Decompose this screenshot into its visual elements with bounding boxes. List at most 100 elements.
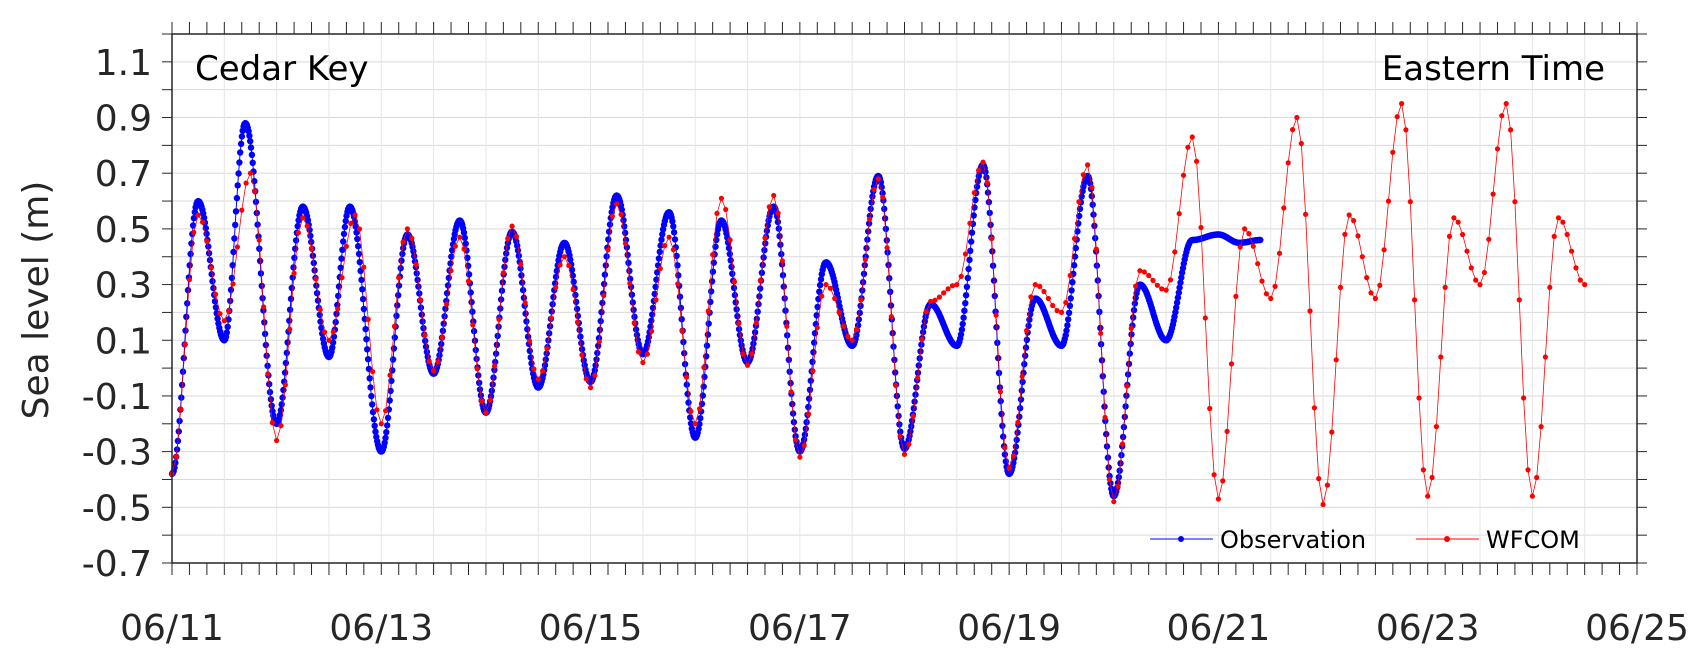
data-point-wfcom: [814, 325, 820, 331]
data-point-wfcom: [819, 293, 825, 299]
data-point-observation: [658, 236, 665, 243]
data-point-observation: [399, 250, 406, 258]
plot-frame: [171, 33, 1638, 564]
data-point-observation: [701, 373, 708, 381]
y-tick-label: -0.7: [82, 544, 152, 585]
data-point-wfcom: [457, 234, 463, 240]
data-point-observation: [669, 218, 676, 225]
data-point-observation: [736, 331, 744, 339]
data-point-wfcom: [701, 364, 707, 370]
data-point-wfcom: [1228, 361, 1235, 367]
data-point-observation: [340, 230, 348, 238]
data-point-observation: [573, 298, 580, 306]
legend-observation-marker: [1178, 536, 1184, 542]
data-point-wfcom: [1512, 199, 1518, 205]
data-point-observation: [1089, 201, 1096, 208]
data-point-wfcom: [1128, 325, 1134, 331]
data-point-observation: [653, 276, 660, 283]
data-point-wfcom: [644, 351, 650, 357]
data-point-observation: [594, 349, 601, 357]
data-point-wfcom: [1263, 291, 1269, 297]
data-point-observation: [777, 241, 784, 248]
legend-wfcom-label: WFCOM: [1486, 526, 1580, 554]
data-point-observation: [882, 225, 890, 233]
data-point-observation: [384, 422, 391, 429]
data-point-observation: [881, 215, 889, 222]
data-point-wfcom: [618, 211, 624, 218]
data-point-observation: [801, 431, 809, 438]
data-point-wfcom: [1324, 482, 1330, 488]
y-tick-label: 1.1: [95, 43, 152, 84]
data-point-wfcom: [343, 243, 349, 249]
data-point-wfcom: [370, 369, 376, 375]
data-point-wfcom: [335, 306, 341, 312]
data-point-wfcom: [282, 382, 288, 388]
data-point-observation: [601, 271, 609, 278]
data-point-wfcom: [749, 351, 755, 357]
data-point-observation: [368, 392, 375, 400]
data-point-wfcom: [1019, 373, 1025, 380]
data-point-wfcom: [605, 247, 611, 253]
data-point-wfcom: [474, 366, 480, 372]
data-point-wfcom: [1303, 211, 1309, 217]
data-point-observation: [527, 354, 534, 361]
data-point-observation: [364, 346, 371, 353]
data-point-wfcom: [962, 251, 969, 257]
data-point-wfcom: [1250, 243, 1256, 249]
data-point-observation: [1068, 287, 1075, 294]
data-point-observation: [332, 318, 339, 326]
data-point-observation: [999, 422, 1006, 429]
data-point-wfcom: [1063, 299, 1069, 306]
data-point-wfcom: [1320, 501, 1326, 508]
data-point-observation: [630, 306, 637, 313]
data-point-observation: [1176, 284, 1183, 291]
data-point-wfcom: [901, 451, 908, 457]
data-point-observation: [363, 336, 370, 343]
data-point-wfcom: [356, 226, 363, 232]
data-point-observation: [441, 313, 448, 320]
data-point-observation: [290, 264, 297, 271]
data-point-wfcom: [1573, 265, 1579, 271]
data-point-wfcom: [1569, 248, 1575, 254]
data-point-observation: [526, 347, 533, 355]
data-point-observation: [1016, 413, 1023, 420]
data-point-observation: [775, 225, 782, 232]
data-point-observation: [184, 286, 192, 294]
data-point-wfcom: [1494, 146, 1501, 152]
data-point-observation: [1174, 294, 1182, 301]
data-point-observation: [1088, 192, 1096, 200]
data-point-observation: [671, 236, 679, 243]
data-point-observation: [359, 295, 367, 303]
data-point-wfcom: [492, 363, 498, 369]
data-point-observation: [816, 288, 823, 295]
data-point-observation: [314, 297, 322, 304]
data-point-wfcom: [487, 397, 493, 403]
data-point-observation: [814, 303, 821, 311]
data-point-wfcom: [287, 326, 293, 332]
data-point-wfcom: [308, 245, 315, 251]
data-point-observation: [237, 140, 245, 147]
data-point-wfcom: [1412, 297, 1418, 303]
data-point-observation: [696, 420, 703, 428]
data-point-wfcom: [984, 180, 990, 186]
data-point-wfcom: [548, 315, 554, 321]
data-point-observation: [367, 384, 374, 391]
data-point-wfcom: [173, 454, 179, 460]
data-point-observation: [443, 290, 451, 297]
data-point-wfcom: [832, 295, 838, 302]
data-point-wfcom: [465, 278, 472, 284]
data-point-wfcom: [1521, 395, 1527, 401]
data-point-observation: [703, 353, 710, 360]
data-point-wfcom: [522, 300, 528, 306]
data-point-wfcom: [1464, 248, 1470, 254]
data-point-observation: [366, 375, 373, 382]
data-point-observation: [677, 304, 685, 312]
data-point-wfcom: [417, 297, 424, 303]
data-point-observation: [503, 244, 511, 252]
data-point-observation: [709, 268, 717, 275]
data-point-wfcom: [574, 319, 581, 325]
data-point-observation: [678, 316, 685, 323]
data-point-observation: [341, 223, 349, 231]
data-point-wfcom: [479, 398, 485, 404]
data-point-wfcom: [675, 281, 681, 287]
